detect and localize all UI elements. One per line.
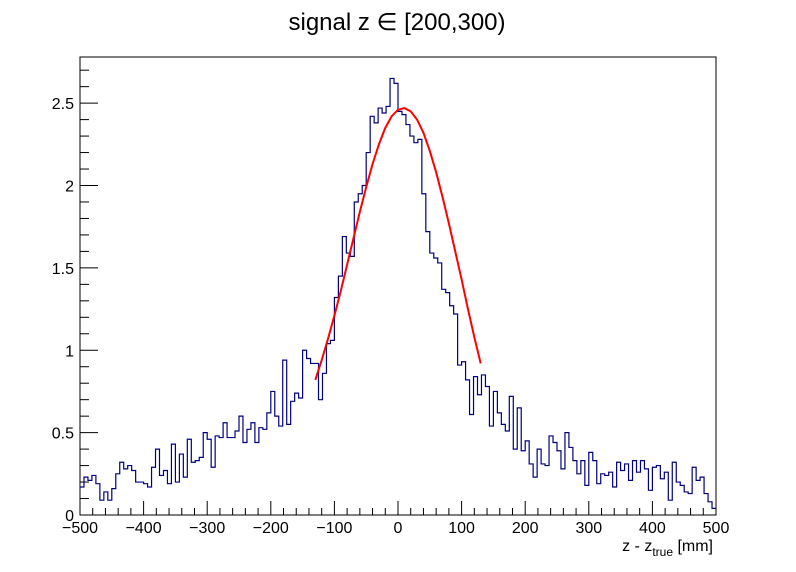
x-axis-title-prefix: z - z: [622, 538, 652, 555]
x-tick-label: 0: [394, 520, 403, 537]
y-axis: 0 0.5 1 1.5 2 2.5: [52, 69, 98, 525]
x-tick-label: 400: [639, 520, 666, 537]
y-tick-label: 1.5: [52, 261, 74, 278]
x-tick-label: 500: [703, 520, 730, 537]
chart-title: signal z ∈ [200,300): [288, 9, 505, 36]
x-tick-label: 100: [448, 520, 475, 537]
x-tick-label: −200: [253, 520, 289, 537]
y-tick-label: 2.5: [52, 96, 74, 113]
x-axis-title: z - ztrue [mm]: [622, 538, 713, 559]
x-tick-label: 300: [575, 520, 602, 537]
fit-curve: [314, 107, 482, 381]
x-tick-label: −100: [316, 520, 352, 537]
plot-area: [80, 77, 716, 510]
y-tick-label: 0.5: [52, 426, 74, 443]
x-tick-label: −300: [189, 520, 225, 537]
x-axis-title-subscript: true: [652, 545, 673, 559]
x-tick-label: −500: [62, 520, 98, 537]
x-tick-label: 200: [512, 520, 539, 537]
y-tick-label: 0: [65, 508, 74, 525]
y-tick-label: 2: [65, 179, 74, 196]
x-tick-label: −400: [126, 520, 162, 537]
y-tick-label: 1: [65, 343, 74, 360]
x-axis-title-suffix: [mm]: [673, 538, 713, 555]
histogram-series: [80, 77, 716, 510]
x-axis: −500 −400 −300 −200 −100 0 100 200 300 400 500: [62, 501, 729, 537]
